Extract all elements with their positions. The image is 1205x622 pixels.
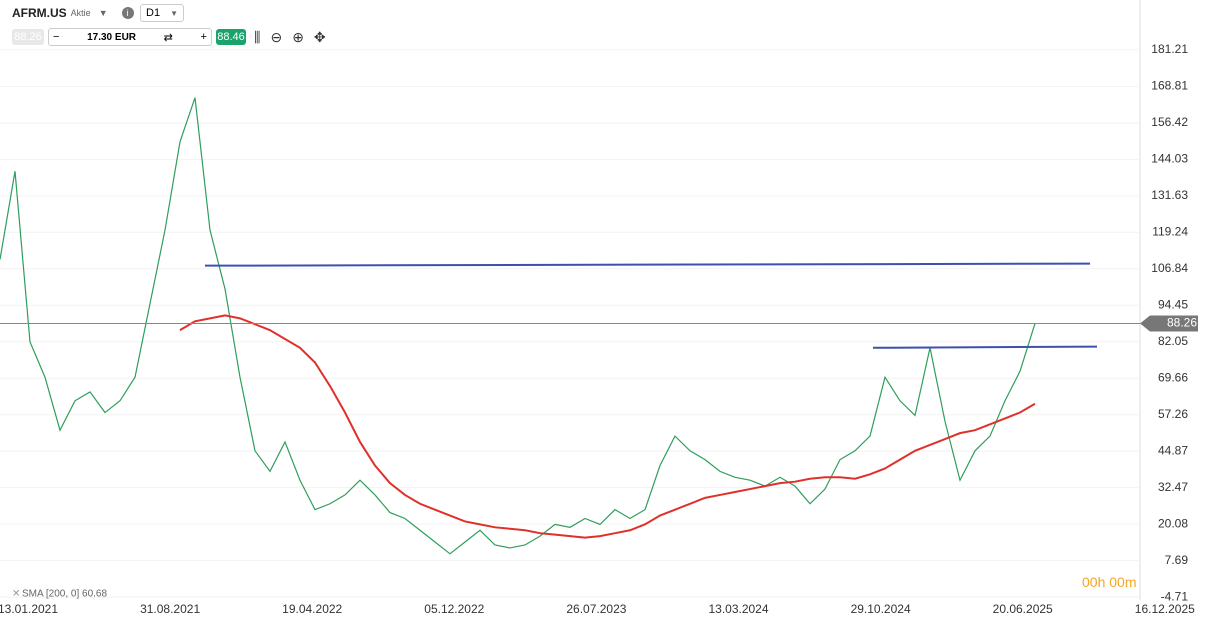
sma-line bbox=[179, 314, 1036, 539]
zoom-in-icon[interactable]: ⊕ bbox=[292, 28, 304, 45]
symbol[interactable]: AFRM.US bbox=[12, 6, 67, 20]
dropdown-arrow: ▼ bbox=[170, 8, 178, 18]
x-tick-label: 19.04.2022 bbox=[282, 602, 342, 616]
x-tick-label: 29.10.2024 bbox=[851, 602, 911, 616]
y-tick-label: 44.87 bbox=[1158, 443, 1188, 457]
zoom-out-icon[interactable]: ⊖ bbox=[270, 28, 283, 45]
y-tick-label: 82.05 bbox=[1158, 334, 1188, 348]
amount-input[interactable]: − 17.30 EUR ⇄ + bbox=[48, 28, 212, 46]
swap[interactable]: ⇄ bbox=[163, 31, 173, 44]
y-tick-label: 156.42 bbox=[1151, 115, 1188, 129]
y-tick-label: 32.47 bbox=[1158, 480, 1188, 494]
price-tag bbox=[1140, 315, 1198, 332]
legend-entry: SMA [200, 0] 60.68 bbox=[22, 589, 107, 600]
x-tick-label: 20.06.2025 bbox=[993, 602, 1053, 616]
trend-line bbox=[204, 262, 1091, 267]
y-tick-label: -4.71 bbox=[1161, 589, 1189, 603]
info-icon[interactable]: i bbox=[121, 7, 134, 19]
x-tick-label: 13.01.2021 bbox=[0, 602, 58, 616]
y-tick-label: 7.69 bbox=[1165, 553, 1189, 567]
chart-type-icon[interactable]: ⫼ bbox=[254, 28, 261, 45]
y-tick-label: 131.63 bbox=[1151, 188, 1188, 202]
interval: D1 bbox=[146, 7, 161, 19]
y-tick-label: 144.03 bbox=[1151, 152, 1188, 166]
chart-tools: ⫼ ⊖ ⊕ ✥ bbox=[254, 28, 326, 46]
interval-select[interactable]: D1 ▼ bbox=[140, 4, 184, 22]
x-tick-label: 05.12.2022 bbox=[424, 602, 484, 616]
y-tick-label: 106.84 bbox=[1151, 261, 1188, 275]
y-tick-label: 94.45 bbox=[1158, 297, 1188, 311]
y-tick-label: 168.81 bbox=[1151, 79, 1188, 93]
countdown: 00h 00m bbox=[1082, 574, 1137, 590]
x-tick-label: 16.12.2025 bbox=[1135, 602, 1195, 616]
price-line bbox=[0, 97, 1036, 555]
y-tick-label: 181.21 bbox=[1151, 42, 1188, 56]
x-tick-label: 26.07.2023 bbox=[566, 602, 626, 616]
y-tick-label: 69.66 bbox=[1158, 370, 1188, 384]
minus[interactable]: − bbox=[53, 31, 60, 43]
bid-button[interactable]: 88.26 bbox=[12, 29, 44, 45]
y-tick-label: 20.08 bbox=[1158, 516, 1188, 530]
move-icon[interactable]: ✥ bbox=[313, 28, 326, 45]
price-tag-label: 88.26 bbox=[1167, 316, 1197, 330]
legend-close: ✕ bbox=[12, 589, 20, 600]
ask-button[interactable]: 88.46 bbox=[216, 29, 246, 45]
x-tick-label: 13.03.2024 bbox=[708, 602, 768, 616]
plus[interactable]: + bbox=[200, 31, 207, 43]
y-tick-label: 119.24 bbox=[1152, 224, 1188, 238]
x-tick-label: 31.08.2021 bbox=[140, 602, 200, 616]
dropdown-arrow[interactable]: ▼ bbox=[98, 8, 108, 18]
y-tick-label: 57.26 bbox=[1158, 407, 1188, 421]
symbol-bar: AFRM.US Aktie ▼ i bbox=[12, 5, 134, 21]
instrument-kind: Aktie bbox=[70, 8, 91, 18]
amount: 17.30 EUR bbox=[87, 31, 137, 43]
trend-line bbox=[872, 345, 1098, 349]
